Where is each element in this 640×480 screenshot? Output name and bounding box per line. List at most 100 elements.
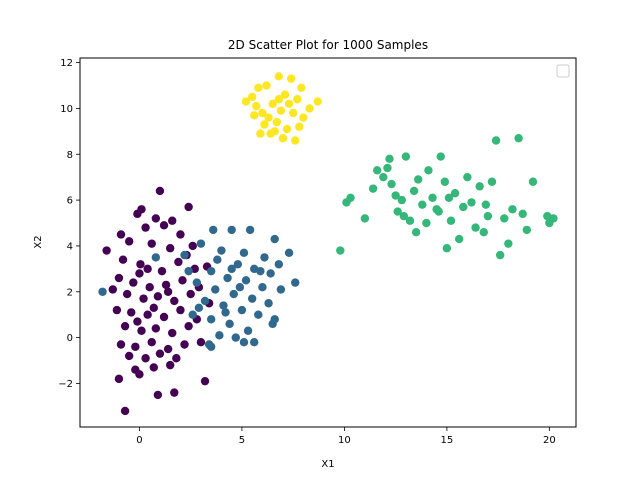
scatter-point [422,218,431,228]
scatter-point [305,104,314,113]
scatter-point [264,113,273,122]
scatter-point [98,287,107,296]
scatter-point [141,223,150,232]
scatter-point [444,193,454,203]
scatter-point [124,351,134,361]
scatter-point [459,202,468,212]
scatter-point [522,225,532,235]
scatter-point [280,90,290,99]
scatter-point [245,225,255,235]
scatter-point [299,113,308,122]
scatter-point [424,166,433,175]
scatter-point [206,342,216,351]
x-tick-label: 15 [441,435,454,446]
scatter-point [174,257,183,267]
scatter-point [168,216,177,225]
scatter-point [184,266,193,276]
scatter-point [284,248,294,258]
scatter-point [495,250,505,260]
y-tick-label: 10 [60,104,73,115]
scatter-point [180,250,189,260]
scatter-point [159,221,169,230]
scatter-point [170,388,179,397]
scatter-point [282,124,292,134]
scatter-point [133,317,142,326]
scatter-point [491,136,501,145]
scatter-point [428,193,437,203]
scatter-point [137,326,146,335]
scatter-point [188,241,197,251]
scatter-point [243,326,253,335]
scatter-point [256,266,265,276]
scatter-point [379,172,388,182]
scatter-point [209,225,218,235]
scatter-point [149,363,158,372]
scatter-point [241,276,251,285]
y-tick-label: 12 [60,58,73,69]
scatter-point [313,97,322,106]
scatter-point [176,305,185,315]
x-axis-label: X1 [321,459,334,470]
scatter-point [186,289,195,299]
scatter-point [161,280,171,290]
scatter-point [385,154,394,164]
scatter-point [268,99,277,109]
scatter-point [155,349,165,358]
scatter-point [239,248,249,258]
scatter-point [409,186,419,196]
scatter-point [454,234,464,244]
scatter-point [122,289,132,299]
scatter-point [116,340,126,349]
scatter-point [136,260,145,269]
scatter-point [250,338,259,347]
scatter-point [131,365,140,374]
scatter-point [479,227,488,237]
scatter-point [124,237,134,246]
scatter-point [268,319,277,329]
scatter-point [346,193,355,203]
scatter-point [143,264,152,274]
y-tick-label: 4 [67,241,73,252]
scatter-point [291,278,300,287]
scatter-point [254,310,263,319]
scatter-point [475,182,484,191]
scatter-point [213,255,222,264]
scatter-point [276,106,286,115]
scatter-point [295,122,304,131]
scatter-point [145,282,154,292]
scatter-point [120,406,130,416]
scatter-point [206,315,216,324]
scatter-point [270,234,279,244]
scatter-point [391,191,400,200]
scatter-point [133,209,142,219]
scatter-point [168,328,177,338]
scatter-point [467,198,476,207]
scatter-point [194,303,204,313]
scatter-point [219,301,228,310]
scatter-point [291,136,300,145]
scatter-point [229,289,238,299]
scatter-point [135,269,144,278]
scatter-point [258,282,267,292]
chart-title: 2D Scatter Plot for 1000 Samples [228,38,428,52]
y-axis-ticks: −2 0 2 4 6 8 10 12 [58,58,80,390]
scatter-point [274,260,284,269]
scatter-point [260,120,269,129]
scatter-point [108,285,117,294]
scatter-point [247,92,257,102]
scatter-point [360,214,370,223]
plot-area-frame [79,57,577,428]
y-tick-label: 8 [67,150,73,161]
scatter-point [184,321,193,331]
scatter-point [274,72,284,81]
scatter-point [368,184,378,193]
x-tick-label: 10 [338,435,351,446]
scatter-point [165,360,175,370]
scatter-point [180,340,189,349]
scatter-point [293,95,302,104]
scatter-point [139,294,148,303]
scatter-point [383,163,392,173]
scatter-point [217,246,226,255]
scatter-point [159,312,169,322]
scatter-point [151,214,161,223]
